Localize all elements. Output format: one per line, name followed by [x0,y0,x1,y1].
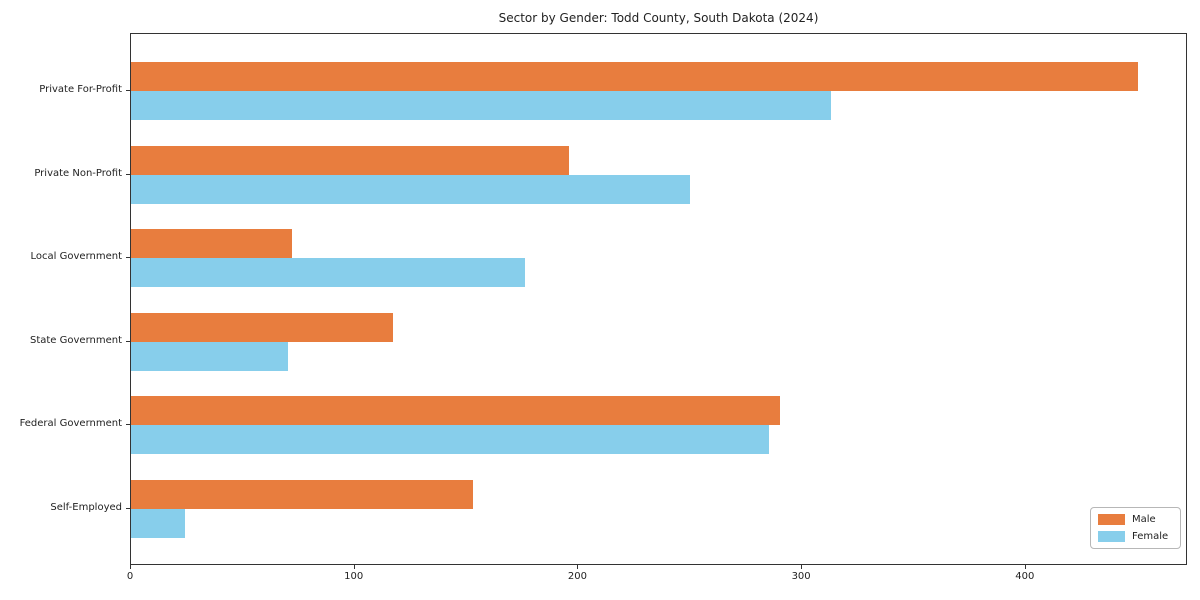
ytick-label: Private For-Profit [39,84,122,95]
xtick-mark [130,565,131,569]
bar-female-1 [131,91,832,120]
legend-label: Male [1132,514,1156,525]
xtick-mark [1024,565,1026,569]
xtick-mark [577,565,579,569]
plot-area [130,33,1187,565]
bar-male-4 [131,312,393,342]
ytick-mark [126,424,130,425]
ytick-mark [126,507,130,509]
ytick-mark [126,257,130,258]
xtick-label: 100 [344,571,364,582]
bar-female-3 [131,258,525,287]
bar-female-6 [131,508,185,538]
bar-male-5 [131,396,780,425]
ytick-label: Private Non-Profit [34,167,122,179]
bar-male-1 [131,62,1138,91]
ytick-mark [126,340,130,342]
legend: Male Female [1090,507,1181,549]
xtick-label: 200 [567,571,587,582]
xtick-mark [801,565,803,569]
chart-title: Sector by Gender: Todd County, South Dak… [498,11,819,25]
legend-item-female: Female [1098,531,1173,542]
legend-label: Female [1132,531,1169,542]
legend-swatch-male [1098,514,1125,525]
bar-female-4 [131,341,288,371]
ytick-label: Federal Government [19,418,122,429]
ytick-label: Local Government [30,251,122,262]
ytick-label: Self-Employed [50,501,122,513]
ytick-mark [126,173,130,175]
bar-female-2 [131,174,691,204]
legend-item-male: Male [1098,514,1173,525]
xtick-label: 0 [126,571,134,582]
ytick-label: State Government [29,334,122,346]
bar-male-6 [131,479,474,509]
bar-female-5 [131,425,769,454]
xtick-label: 400 [1015,571,1035,582]
legend-swatch-female [1098,531,1125,542]
xtick-label: 300 [791,571,811,582]
xtick-mark [353,565,355,569]
ytick-mark [126,90,130,91]
bar-male-2 [131,145,570,175]
bar-male-3 [131,229,293,258]
